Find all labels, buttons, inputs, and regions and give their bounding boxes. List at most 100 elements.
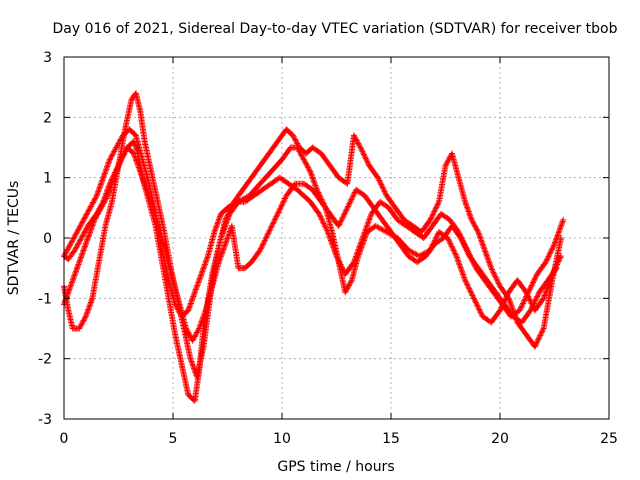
data-point: [497, 307, 503, 314]
data-point: [69, 278, 76, 285]
data-point: [470, 295, 477, 302]
data-point: [552, 238, 559, 245]
data-point: [534, 293, 541, 300]
data-point: [462, 278, 469, 285]
data-point: [364, 158, 371, 165]
data-point: [101, 170, 108, 177]
data-point: [475, 228, 482, 235]
data-point: [528, 283, 535, 290]
data-point: [445, 236, 452, 243]
data-point: [347, 197, 354, 204]
data-point: [188, 358, 195, 365]
data-point: [427, 215, 434, 222]
data-series: [61, 90, 567, 404]
data-point: [189, 337, 196, 344]
data-point: [548, 247, 555, 254]
data-point: [189, 294, 196, 301]
data-point: [76, 257, 83, 264]
data-point: [463, 280, 470, 287]
data-point: [202, 260, 209, 267]
data-point: [356, 244, 363, 251]
data-point: [469, 292, 476, 299]
data-point: [185, 330, 192, 337]
data-point: [307, 168, 314, 175]
data-point: [86, 303, 93, 310]
data-point: [338, 262, 345, 269]
data-point: [460, 240, 467, 247]
data-point: [540, 295, 547, 302]
data-point: [203, 255, 210, 262]
data-point: [461, 274, 468, 281]
data-point: [478, 238, 485, 245]
data-point: [88, 202, 95, 209]
data-point: [331, 248, 338, 255]
data-point: [67, 282, 74, 289]
data-point: [531, 299, 538, 306]
data-point: [465, 250, 472, 257]
data-point: [135, 163, 142, 170]
data-point: [468, 216, 475, 223]
data-point: [530, 279, 537, 286]
x-tick-label: 25: [600, 431, 618, 447]
data-point: [198, 271, 205, 278]
data-point: [82, 241, 89, 248]
data-point: [354, 139, 361, 146]
data-point: [199, 268, 206, 275]
data-point: [452, 251, 459, 258]
data-point: [467, 212, 474, 219]
data-point: [114, 166, 121, 173]
data-point: [119, 153, 126, 160]
data-point: [93, 212, 100, 219]
data-point: [189, 296, 196, 303]
data-point: [142, 183, 149, 190]
data-point: [363, 157, 370, 164]
data-point: [357, 144, 364, 151]
data-point: [547, 249, 554, 256]
data-point: [358, 147, 365, 154]
data-point: [116, 139, 123, 146]
data-point: [470, 220, 477, 227]
data-point: [70, 275, 77, 282]
data-point: [214, 219, 221, 226]
data-point: [367, 213, 374, 220]
data-point: [447, 240, 454, 247]
data-point: [225, 211, 232, 218]
data-point: [361, 230, 368, 237]
data-point: [73, 267, 80, 274]
data-point: [308, 172, 315, 179]
x-tick-label: 0: [60, 431, 69, 447]
data-point: [311, 179, 318, 186]
data-point: [117, 136, 124, 143]
data-point: [537, 332, 544, 339]
data-point: [190, 364, 197, 371]
data-point: [139, 174, 146, 181]
data-point: [477, 234, 484, 241]
data-point: [122, 148, 129, 155]
data-point: [360, 233, 367, 240]
data-point: [62, 250, 69, 257]
y-tick-label: -1: [38, 291, 52, 307]
data-point: [359, 148, 366, 155]
data-point: [145, 192, 152, 199]
data-point: [528, 282, 535, 289]
data-point: [84, 309, 91, 316]
data-point: [185, 306, 192, 313]
data-point: [466, 285, 473, 292]
data-point: [273, 213, 280, 220]
data-point: [462, 198, 469, 205]
data-point: [198, 319, 205, 326]
data-point: [87, 300, 94, 307]
series-track-d: [61, 144, 560, 344]
data-point: [327, 237, 334, 244]
data-point: [102, 196, 109, 203]
data-point: [261, 238, 268, 245]
data-point: [217, 253, 224, 260]
data-point: [539, 326, 546, 333]
data-point: [479, 240, 486, 247]
data-point: [85, 232, 92, 239]
data-point: [324, 228, 331, 235]
data-point: [74, 243, 81, 250]
data-point: [190, 336, 197, 343]
data-point: [222, 215, 229, 222]
data-point: [141, 181, 148, 188]
